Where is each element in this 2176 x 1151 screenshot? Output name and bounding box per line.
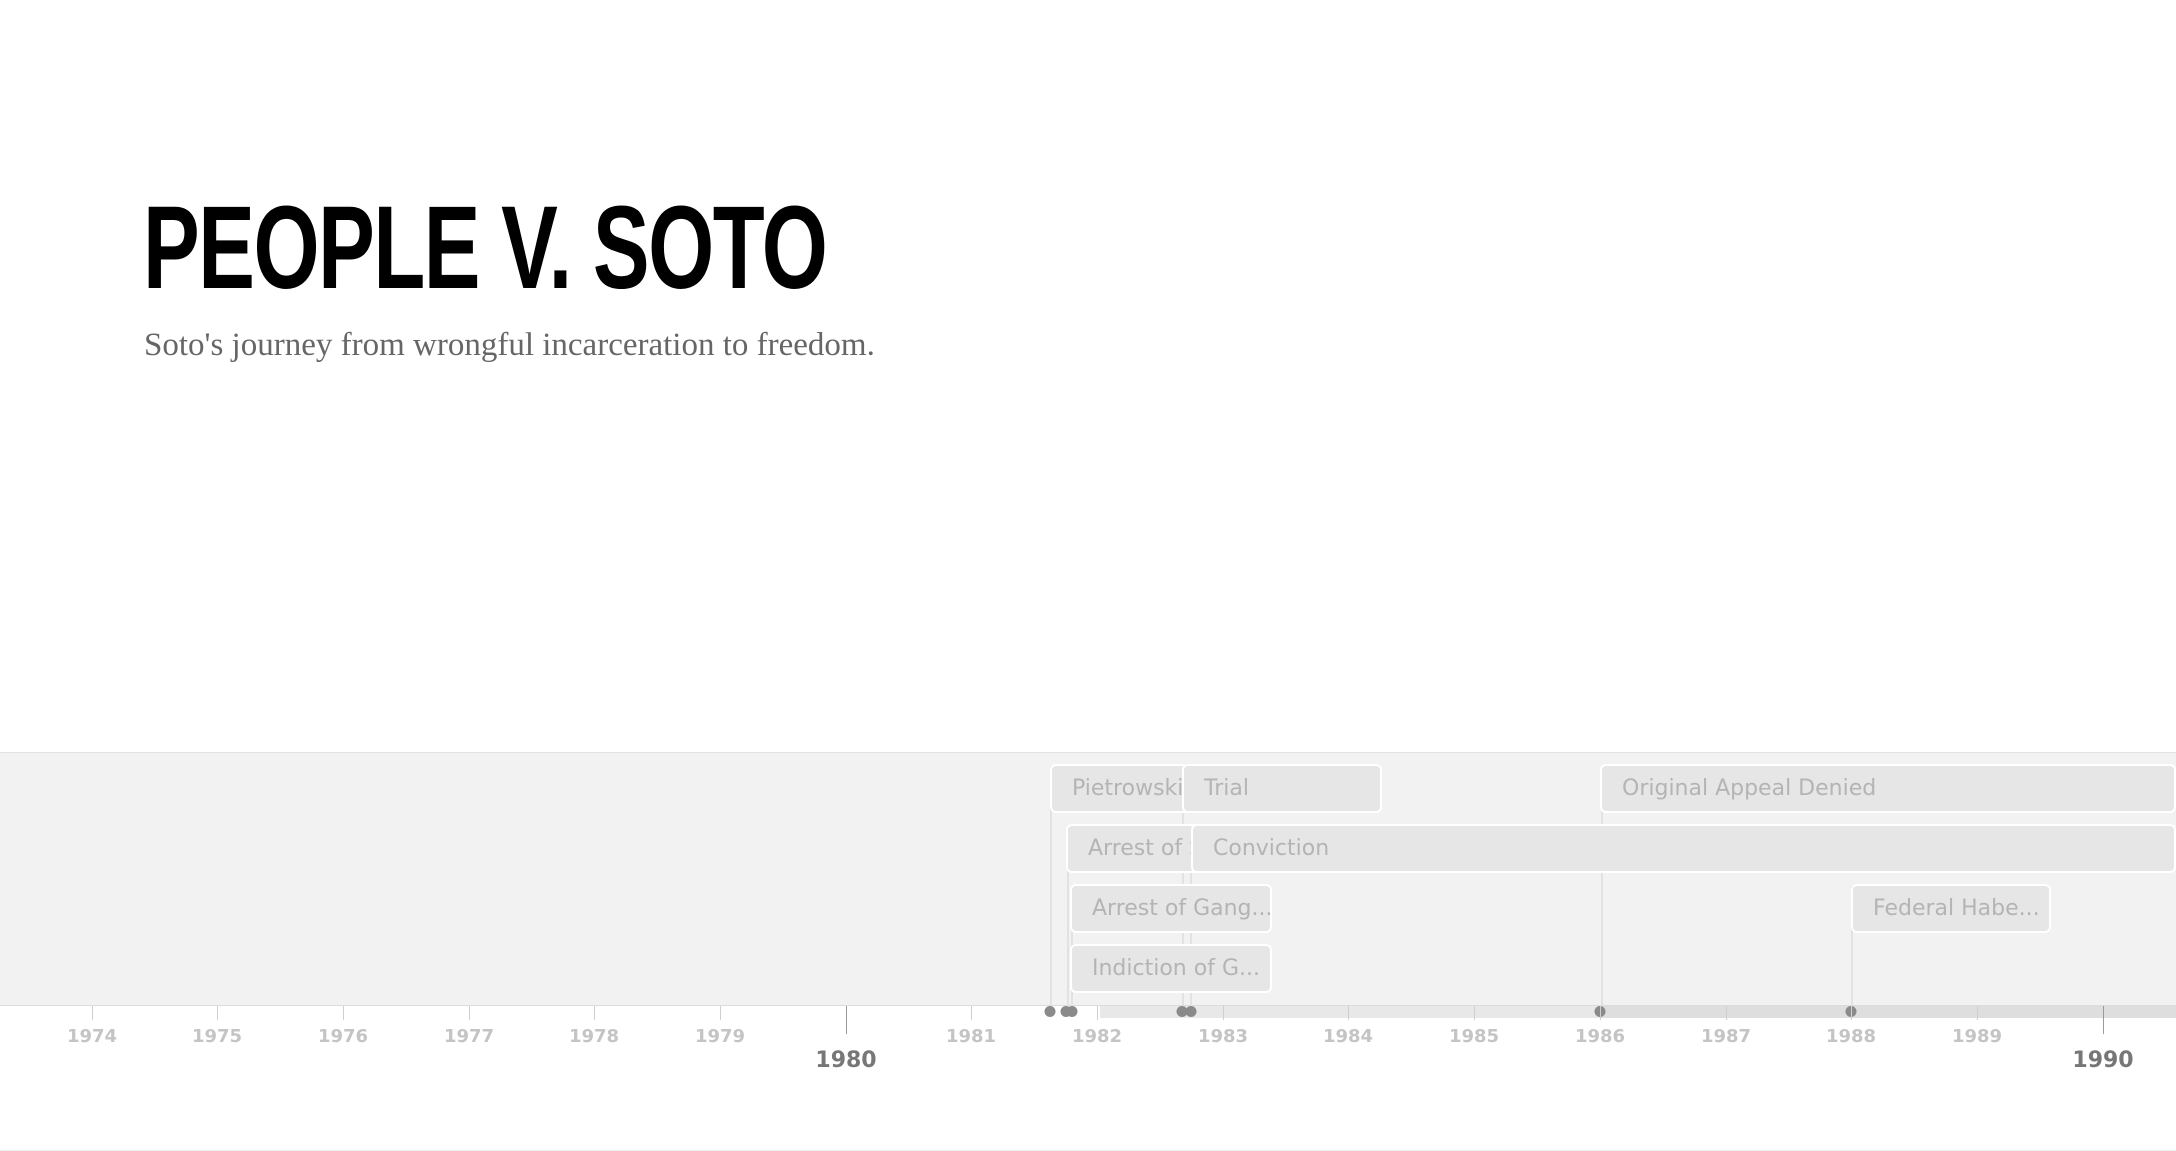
axis-label: 1989 bbox=[1951, 1026, 2003, 1047]
axis-label: 1984 bbox=[1322, 1026, 1374, 1047]
axis-tick bbox=[971, 1006, 972, 1020]
axis-tick bbox=[1097, 1006, 1098, 1020]
axis-tick bbox=[92, 1006, 93, 1020]
event-marker[interactable] bbox=[1176, 1006, 1188, 1017]
axis-label: 1979 bbox=[694, 1026, 746, 1047]
axis-tick bbox=[1726, 1006, 1727, 1020]
axis-label: 1987 bbox=[1700, 1026, 1752, 1047]
axis-tick bbox=[594, 1006, 595, 1020]
event-indiction-of-gang[interactable]: Indiction of G... bbox=[1070, 944, 1272, 993]
axis-label-major: 1990 bbox=[2072, 1048, 2134, 1073]
axis-tick bbox=[217, 1006, 218, 1020]
axis-tick bbox=[469, 1006, 470, 1020]
axis-tick bbox=[1474, 1006, 1475, 1020]
event-arrest-of-gang[interactable]: Arrest of Gang... bbox=[1070, 884, 1272, 933]
event-conviction[interactable]: Conviction bbox=[1191, 824, 2176, 873]
event-marker[interactable] bbox=[1044, 1006, 1056, 1017]
axis-tick bbox=[343, 1006, 344, 1020]
axis-tick bbox=[1223, 1006, 1224, 1020]
timeline-axis bbox=[0, 1005, 2176, 1150]
event-connector bbox=[1050, 767, 1052, 1007]
event-arrest-of-soto[interactable]: Arrest of S bbox=[1066, 824, 1206, 873]
axis-label: 1975 bbox=[191, 1026, 243, 1047]
axis-line bbox=[0, 1005, 2176, 1006]
axis-label: 1974 bbox=[66, 1026, 118, 1047]
axis-label-major: 1980 bbox=[815, 1048, 877, 1073]
event-marker[interactable] bbox=[1066, 1006, 1078, 1017]
axis-tick-major bbox=[846, 1006, 847, 1034]
axis-label: 1981 bbox=[945, 1026, 997, 1047]
event-connector bbox=[1601, 767, 1603, 1007]
axis-label: 1986 bbox=[1574, 1026, 1626, 1047]
page-subtitle: Soto's journey from wrongful incarcerati… bbox=[144, 327, 875, 363]
slide: PEOPLE V. SOTO Soto's journey from wrong… bbox=[143, 182, 875, 363]
event-trial[interactable]: Trial bbox=[1182, 764, 1382, 813]
axis-label: 1982 bbox=[1071, 1026, 1123, 1047]
axis-label: 1988 bbox=[1825, 1026, 1877, 1047]
axis-label: 1978 bbox=[568, 1026, 620, 1047]
era-band bbox=[1600, 1006, 2176, 1018]
axis-tick bbox=[1600, 1006, 1601, 1020]
event-marker[interactable] bbox=[1060, 1006, 1072, 1017]
axis-tick bbox=[1977, 1006, 1978, 1020]
event-federal-habeas[interactable]: Federal Habe... bbox=[1851, 884, 2051, 933]
event-pietrowski[interactable]: Pietrowski bbox=[1050, 764, 1190, 813]
page-title: PEOPLE V. SOTO bbox=[143, 182, 828, 314]
axis-label: 1976 bbox=[317, 1026, 369, 1047]
event-connector bbox=[1067, 826, 1069, 1006]
event-original-appeal-denied[interactable]: Original Appeal Denied bbox=[1600, 764, 2176, 813]
axis-label: 1983 bbox=[1197, 1026, 1249, 1047]
axis-tick bbox=[720, 1006, 721, 1020]
event-marker[interactable] bbox=[1185, 1006, 1197, 1017]
axis-label: 1985 bbox=[1448, 1026, 1500, 1047]
axis-tick-major bbox=[2103, 1006, 2104, 1034]
axis-tick bbox=[1851, 1006, 1852, 1020]
axis-label: 1977 bbox=[443, 1026, 495, 1047]
axis-tick bbox=[1348, 1006, 1349, 1020]
event-connector bbox=[1851, 886, 1853, 1006]
